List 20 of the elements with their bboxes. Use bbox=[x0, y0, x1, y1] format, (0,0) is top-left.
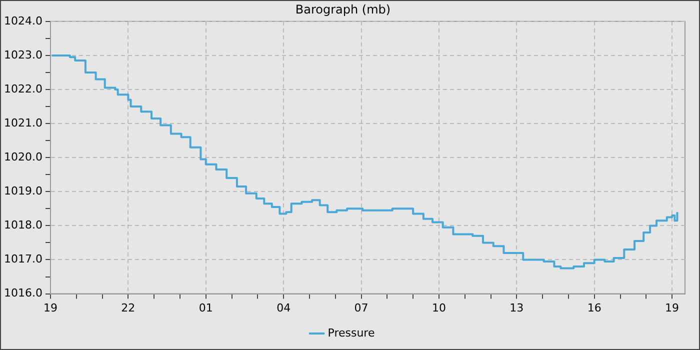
x-tick-label: 16 bbox=[587, 301, 602, 314]
x-tick-label: 22 bbox=[121, 301, 136, 314]
x-tick-label: 01 bbox=[198, 301, 213, 314]
y-tick-label: 1024.0 bbox=[4, 14, 42, 28]
y-tick-label: 1021.0 bbox=[4, 116, 42, 130]
y-tick-label: 1022.0 bbox=[4, 82, 42, 96]
x-tick-label: 19 bbox=[665, 301, 680, 314]
x-tick-label: 04 bbox=[276, 301, 291, 314]
y-tick-label: 1019.0 bbox=[4, 184, 42, 198]
y-tick-label: 1016.0 bbox=[4, 286, 42, 300]
y-tick-label: 1020.0 bbox=[4, 150, 42, 164]
y-tick-label: 1018.0 bbox=[4, 218, 42, 232]
legend-label: Pressure bbox=[328, 326, 375, 340]
y-tick-label: 1023.0 bbox=[4, 48, 42, 62]
x-tick-label: 07 bbox=[354, 301, 368, 314]
x-tick-label: 10 bbox=[432, 301, 446, 314]
y-tick-label: 1017.0 bbox=[4, 252, 42, 266]
x-tick-label: 19 bbox=[43, 301, 58, 314]
chart-title: Barograph (mb) bbox=[295, 2, 391, 16]
x-tick-label: 13 bbox=[510, 301, 524, 314]
